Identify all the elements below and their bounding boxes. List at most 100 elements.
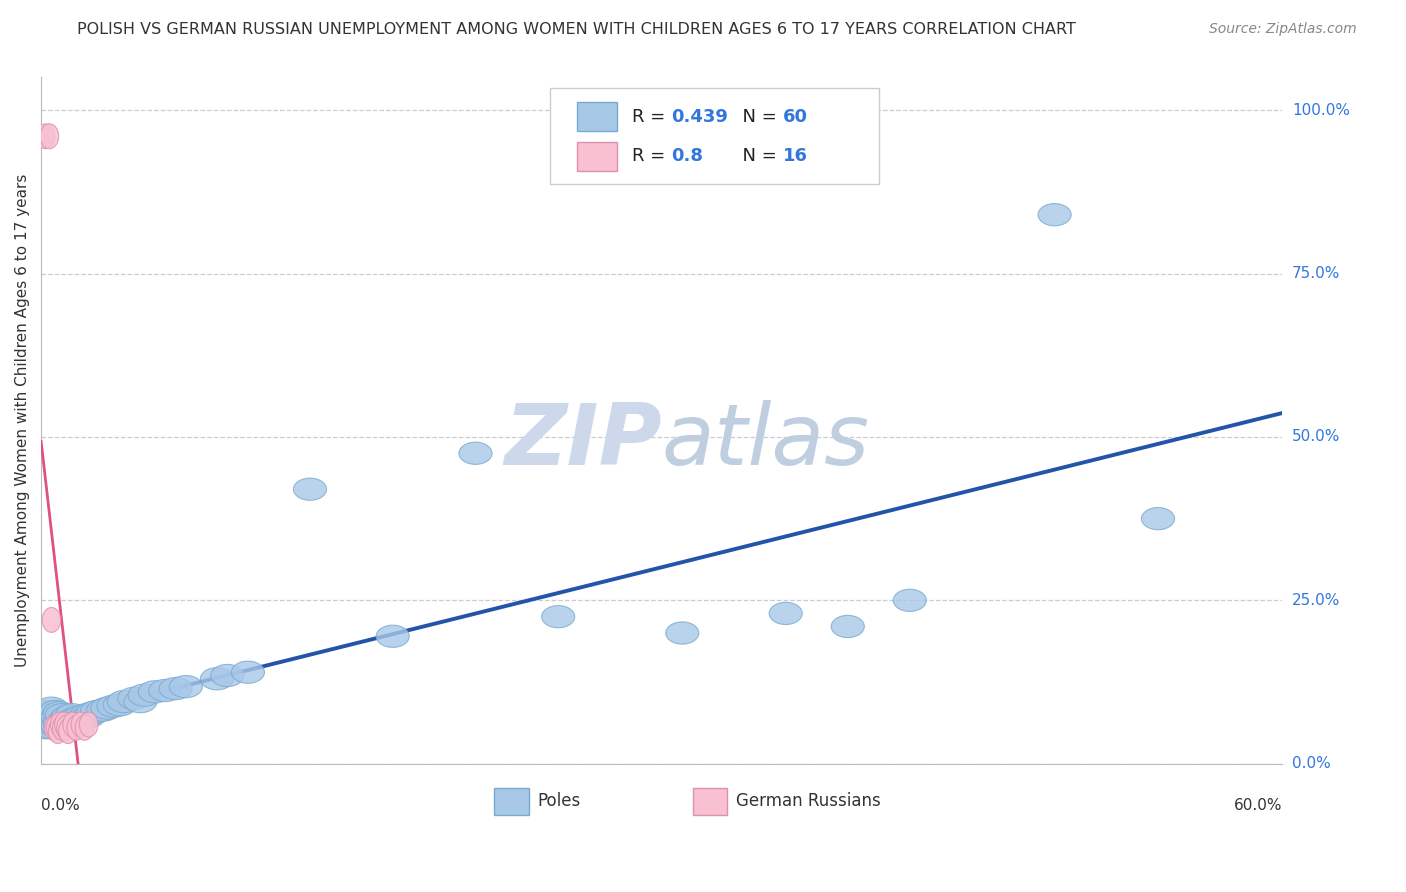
Ellipse shape xyxy=(51,712,69,737)
Ellipse shape xyxy=(67,706,101,729)
Ellipse shape xyxy=(35,697,67,719)
Ellipse shape xyxy=(1142,508,1174,530)
Text: 25.0%: 25.0% xyxy=(1292,593,1340,607)
Text: Poles: Poles xyxy=(537,792,581,811)
Ellipse shape xyxy=(294,478,326,500)
Ellipse shape xyxy=(44,715,63,740)
Ellipse shape xyxy=(39,700,72,723)
Ellipse shape xyxy=(541,606,575,628)
Ellipse shape xyxy=(79,712,98,737)
Ellipse shape xyxy=(37,714,70,736)
Text: 100.0%: 100.0% xyxy=(1292,103,1350,118)
Ellipse shape xyxy=(169,675,202,698)
Ellipse shape xyxy=(52,706,84,728)
Text: German Russians: German Russians xyxy=(737,792,880,811)
Ellipse shape xyxy=(45,714,79,736)
Ellipse shape xyxy=(118,687,150,709)
Text: N =: N = xyxy=(731,108,783,126)
Text: R =: R = xyxy=(631,147,671,165)
Text: 50.0%: 50.0% xyxy=(1292,429,1340,444)
Ellipse shape xyxy=(56,714,89,736)
Ellipse shape xyxy=(63,706,97,728)
FancyBboxPatch shape xyxy=(494,789,529,814)
Y-axis label: Unemployment Among Women with Children Ages 6 to 17 years: Unemployment Among Women with Children A… xyxy=(15,174,30,667)
Ellipse shape xyxy=(55,712,73,737)
Text: ZIP: ZIP xyxy=(503,400,662,483)
Ellipse shape xyxy=(49,708,83,731)
Ellipse shape xyxy=(76,715,94,740)
Ellipse shape xyxy=(72,706,105,728)
Ellipse shape xyxy=(72,712,90,737)
Ellipse shape xyxy=(97,695,129,717)
Text: Source: ZipAtlas.com: Source: ZipAtlas.com xyxy=(1209,22,1357,37)
Text: 16: 16 xyxy=(783,147,808,165)
Ellipse shape xyxy=(56,715,76,740)
Ellipse shape xyxy=(1038,203,1071,226)
Ellipse shape xyxy=(211,665,243,687)
Ellipse shape xyxy=(48,710,80,732)
Ellipse shape xyxy=(149,680,181,702)
Text: 0.8: 0.8 xyxy=(672,147,703,165)
Ellipse shape xyxy=(159,677,193,699)
Ellipse shape xyxy=(56,704,89,726)
Ellipse shape xyxy=(31,710,63,732)
Ellipse shape xyxy=(107,690,141,713)
Ellipse shape xyxy=(41,714,75,737)
Ellipse shape xyxy=(66,708,98,731)
Ellipse shape xyxy=(28,716,62,739)
Text: R =: R = xyxy=(631,108,671,126)
Ellipse shape xyxy=(87,699,120,722)
Ellipse shape xyxy=(831,615,865,638)
Text: 60.0%: 60.0% xyxy=(1233,798,1282,813)
Ellipse shape xyxy=(70,704,103,726)
Ellipse shape xyxy=(58,708,91,731)
Ellipse shape xyxy=(893,590,927,611)
Ellipse shape xyxy=(31,700,63,723)
Text: 75.0%: 75.0% xyxy=(1292,266,1340,281)
Ellipse shape xyxy=(37,124,55,149)
Ellipse shape xyxy=(124,690,157,713)
Ellipse shape xyxy=(76,702,110,724)
Text: 0.439: 0.439 xyxy=(672,108,728,126)
Ellipse shape xyxy=(39,710,72,732)
Ellipse shape xyxy=(201,667,233,690)
Ellipse shape xyxy=(458,442,492,465)
Ellipse shape xyxy=(128,684,162,706)
Ellipse shape xyxy=(59,719,77,743)
Ellipse shape xyxy=(42,607,60,632)
Ellipse shape xyxy=(48,719,67,743)
Ellipse shape xyxy=(67,715,86,740)
Ellipse shape xyxy=(32,704,66,726)
Text: 0.0%: 0.0% xyxy=(41,798,80,813)
Ellipse shape xyxy=(52,715,72,740)
Text: N =: N = xyxy=(731,147,783,165)
Ellipse shape xyxy=(44,712,76,734)
Ellipse shape xyxy=(46,715,65,740)
Text: 0.0%: 0.0% xyxy=(1292,756,1331,772)
Ellipse shape xyxy=(666,622,699,644)
Ellipse shape xyxy=(35,716,67,739)
Text: 60: 60 xyxy=(783,108,808,126)
Ellipse shape xyxy=(32,714,66,736)
Ellipse shape xyxy=(53,710,87,732)
Ellipse shape xyxy=(63,712,82,737)
Ellipse shape xyxy=(52,712,84,734)
FancyBboxPatch shape xyxy=(693,789,727,814)
Ellipse shape xyxy=(37,704,70,726)
Ellipse shape xyxy=(41,124,59,149)
FancyBboxPatch shape xyxy=(578,103,617,131)
FancyBboxPatch shape xyxy=(550,87,879,184)
Ellipse shape xyxy=(44,702,76,724)
Ellipse shape xyxy=(232,661,264,683)
Ellipse shape xyxy=(769,602,803,624)
Ellipse shape xyxy=(41,706,75,728)
Ellipse shape xyxy=(45,704,79,726)
Text: atlas: atlas xyxy=(662,400,869,483)
Ellipse shape xyxy=(59,706,93,729)
FancyBboxPatch shape xyxy=(578,142,617,170)
Ellipse shape xyxy=(80,700,114,723)
Ellipse shape xyxy=(62,710,94,732)
Ellipse shape xyxy=(138,681,172,703)
Ellipse shape xyxy=(35,706,67,729)
Ellipse shape xyxy=(377,625,409,648)
